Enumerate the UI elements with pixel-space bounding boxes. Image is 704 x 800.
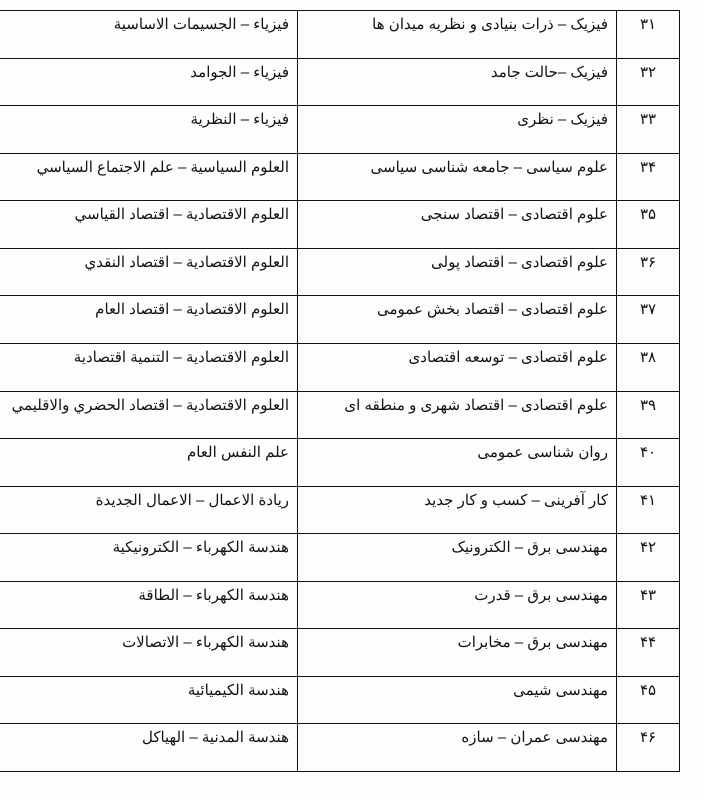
persian-name: مهندسی برق – مخابرات: [298, 629, 617, 677]
persian-name: مهندسی عمران – سازه: [298, 724, 617, 772]
persian-name: علوم اقتصادی – اقتصاد بخش عمومی: [298, 296, 617, 344]
arabic-name: فيزياء – الجوامد: [0, 58, 298, 106]
table-row: ۳۴علوم سیاسی – جامعه شناسی سیاسیالعلوم ا…: [0, 153, 680, 201]
persian-name: روان شناسی عمومی: [298, 439, 617, 487]
persian-name: فیزیک –حالت جامد: [298, 58, 617, 106]
table-row: ۳۷علوم اقتصادی – اقتصاد بخش عمومیالعلوم …: [0, 296, 680, 344]
table-row: ۴۳مهندسی برق – قدرتهندسة الكهرباء – الطا…: [0, 581, 680, 629]
row-number: ۳۲: [617, 58, 680, 106]
arabic-name: العلوم الاقتصادية – اقتصاد النقدي: [0, 248, 298, 296]
row-number: ۴۱: [617, 486, 680, 534]
persian-name: علوم اقتصادی – توسعه اقتصادی: [298, 343, 617, 391]
arabic-name: فيزياء – الجسيمات الاساسية: [0, 11, 298, 59]
arabic-name: علم النفس العام: [0, 439, 298, 487]
arabic-name: هندسة المدنية – الهياكل: [0, 724, 298, 772]
arabic-name: العلوم الاقتصادية – التنمية اقتصادية: [0, 343, 298, 391]
table-row: ۳۳فیزیک – نظریفيزياء – النظرية: [0, 106, 680, 154]
table-row: ۳۸علوم اقتصادی – توسعه اقتصادیالعلوم الا…: [0, 343, 680, 391]
persian-name: مهندسی شیمی: [298, 676, 617, 724]
row-number: ۳۶: [617, 248, 680, 296]
persian-name: مهندسی برق – قدرت: [298, 581, 617, 629]
table-row: ۴۲مهندسی برق – الکترونیکهندسة الكهرباء –…: [0, 534, 680, 582]
persian-name: مهندسی برق – الکترونیک: [298, 534, 617, 582]
table-row: ۴۶مهندسی عمران – سازههندسة المدنية – اله…: [0, 724, 680, 772]
persian-name: فیزیک – نظری: [298, 106, 617, 154]
arabic-name: هندسة الكهرباء – الكترونيكية: [0, 534, 298, 582]
row-number: ۳۸: [617, 343, 680, 391]
table-row: ۴۵مهندسی شیمیهندسة الكيميائية: [0, 676, 680, 724]
persian-name: علوم اقتصادی – اقتصاد سنجی: [298, 201, 617, 249]
arabic-name: العلوم الاقتصادية – اقتصاد الحضري والاقل…: [0, 391, 298, 439]
row-number: ۴۵: [617, 676, 680, 724]
row-number: ۳۴: [617, 153, 680, 201]
arabic-name: فيزياء – النظرية: [0, 106, 298, 154]
table-row: ۳۵علوم اقتصادی – اقتصاد سنجیالعلوم الاقت…: [0, 201, 680, 249]
row-number: ۳۷: [617, 296, 680, 344]
table-row: ۳۲فیزیک –حالت جامدفيزياء – الجوامد: [0, 58, 680, 106]
persian-name: علوم اقتصادی – اقتصاد پولی: [298, 248, 617, 296]
persian-name: کار آفرینی – کسب و کار جدید: [298, 486, 617, 534]
table-row: ۴۰روان شناسی عمومیعلم النفس العام: [0, 439, 680, 487]
row-number: ۴۳: [617, 581, 680, 629]
arabic-name: العلوم السياسية – علم الاجتماع السياسي: [0, 153, 298, 201]
row-number: ۴۲: [617, 534, 680, 582]
arabic-name: هندسة الكيميائية: [0, 676, 298, 724]
row-number: ۴۴: [617, 629, 680, 677]
subjects-table: ۳۱فیزیک – ذرات بنیادی و نظریه میدان هافي…: [0, 10, 680, 772]
arabic-name: ريادة الاعمال – الاعمال الجديدة: [0, 486, 298, 534]
table-row: ۳۹علوم اقتصادی – اقتصاد شهری و منطقه ایا…: [0, 391, 680, 439]
row-number: ۳۹: [617, 391, 680, 439]
table-row: ۴۴مهندسی برق – مخابراتهندسة الكهرباء – ا…: [0, 629, 680, 677]
persian-name: فیزیک – ذرات بنیادی و نظریه میدان ها: [298, 11, 617, 59]
arabic-name: العلوم الاقتصادية – اقتصاد القياسي: [0, 201, 298, 249]
persian-name: علوم سیاسی – جامعه شناسی سیاسی: [298, 153, 617, 201]
arabic-name: هندسة الكهرباء – الطاقة: [0, 581, 298, 629]
row-number: ۳۱: [617, 11, 680, 59]
row-number: ۴۰: [617, 439, 680, 487]
row-number: ۳۵: [617, 201, 680, 249]
row-number: ۴۶: [617, 724, 680, 772]
table-row: ۳۶علوم اقتصادی – اقتصاد پولیالعلوم الاقت…: [0, 248, 680, 296]
persian-name: علوم اقتصادی – اقتصاد شهری و منطقه ای: [298, 391, 617, 439]
table-row: ۴۱کار آفرینی – کسب و کار جدیدريادة الاعم…: [0, 486, 680, 534]
table-row: ۳۱فیزیک – ذرات بنیادی و نظریه میدان هافي…: [0, 11, 680, 59]
row-number: ۳۳: [617, 106, 680, 154]
arabic-name: العلوم الاقتصادية – اقتصاد العام: [0, 296, 298, 344]
arabic-name: هندسة الكهرباء – الاتصالات: [0, 629, 298, 677]
